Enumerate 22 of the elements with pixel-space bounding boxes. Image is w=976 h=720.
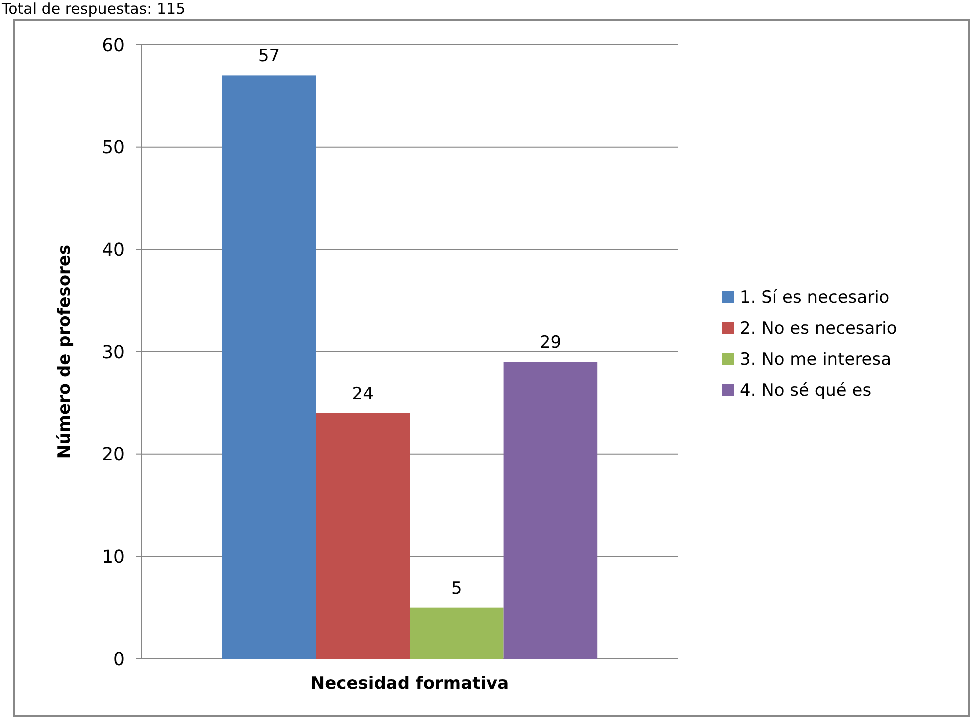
bar [504,362,598,659]
bar [410,608,504,659]
legend-label: 4. No sé qué es [740,380,872,401]
data-label: 29 [540,333,562,354]
bar [316,413,410,659]
x-axis-title: Necesidad formativa [310,674,510,694]
y-tick-label: 0 [114,649,125,670]
legend-label: 3. No me interesa [740,350,892,370]
y-axis-title: Número de profesores [55,244,75,460]
legend-label: 1. Sí es necesario [740,288,890,308]
data-label: 5 [451,578,462,599]
y-tick-label: 30 [102,342,125,364]
y-tick-label: 50 [102,138,125,159]
text: Total de respuestas: 115 [1,0,186,18]
y-tick-label: 10 [102,546,125,568]
y-tick-label: 20 [102,444,125,466]
data-label: 57 [258,46,280,67]
legend-label: 2. No es necesario [740,318,898,339]
y-tick-label: 40 [102,240,125,261]
bar [222,76,316,659]
data-label: 24 [352,384,374,404]
y-tick-label: 60 [102,35,125,56]
